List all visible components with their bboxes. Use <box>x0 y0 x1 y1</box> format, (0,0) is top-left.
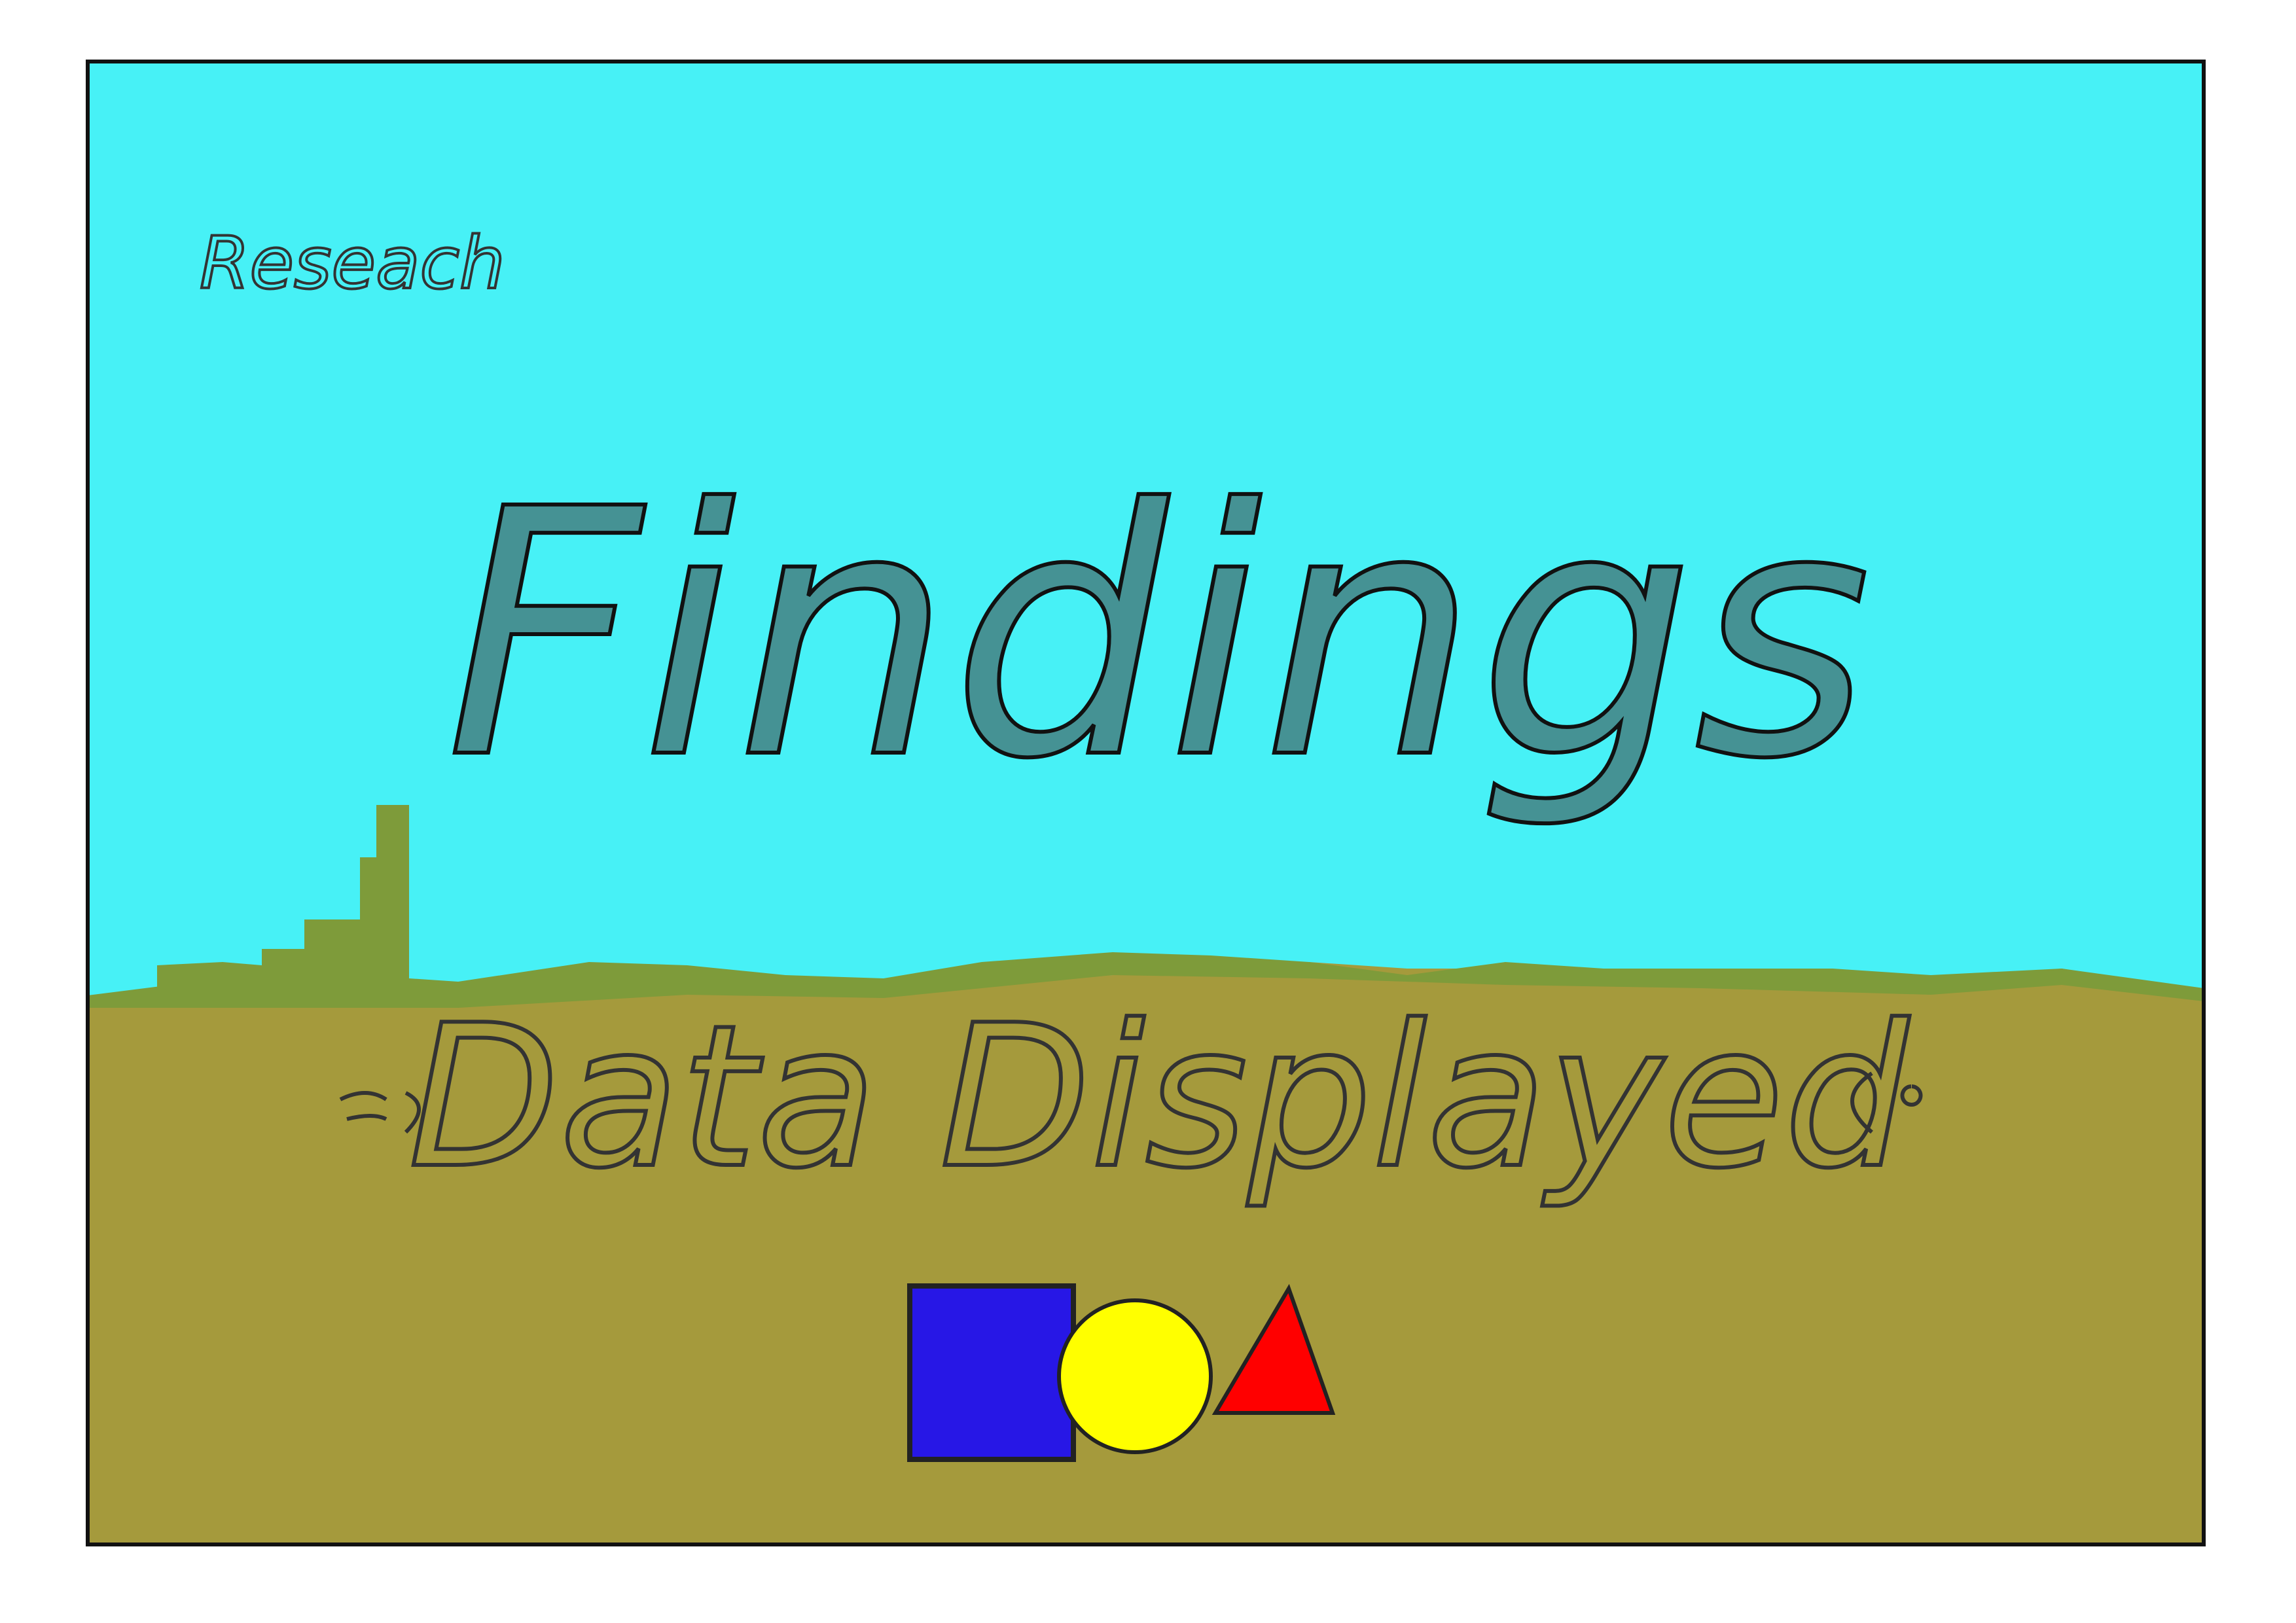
ground <box>88 962 2204 1544</box>
tower <box>157 805 409 995</box>
square <box>907 1283 1076 1462</box>
subtitle: Data Displayed <box>408 983 1910 1211</box>
left-arrow <box>339 1091 421 1134</box>
triangle <box>1211 1283 1336 1415</box>
kicker: Reseach <box>200 221 505 305</box>
circle <box>1057 1298 1213 1454</box>
frame <box>86 60 2206 1546</box>
title: Findings <box>446 437 1871 833</box>
right-arrow <box>1850 1071 1923 1134</box>
hills <box>88 952 2204 1008</box>
